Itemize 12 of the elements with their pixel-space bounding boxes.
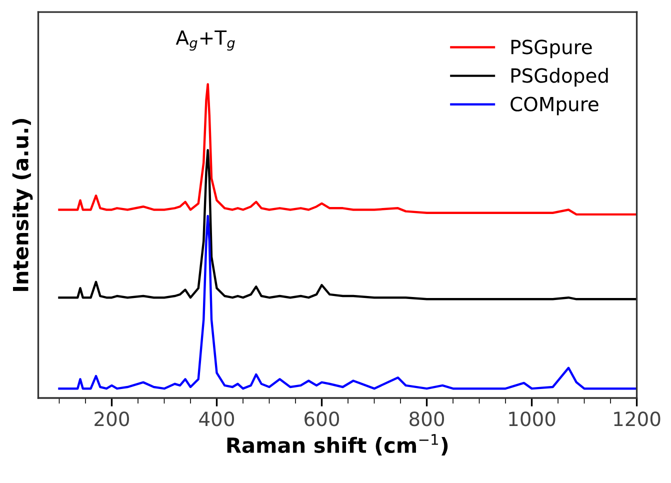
x-tick-label: 200	[94, 412, 130, 426]
legend-label: PSGpure	[511, 40, 592, 58]
x-axis-title: Raman shift (cm$^{−1}$)	[227, 434, 448, 456]
legend-label: PSGdoped	[511, 68, 608, 87]
y-axis-title: Intensity (a.u.)	[12, 119, 33, 291]
x-tick-label: 800	[410, 412, 444, 426]
text: A$_{g}$+T$_{g}$	[176, 30, 235, 51]
legend-label: COMpure	[510, 96, 598, 116]
x-tick-label: 1000	[509, 412, 556, 426]
x-tick-label: 400	[199, 412, 234, 426]
x-tick-label: 1200	[614, 412, 660, 426]
x-tick-label: 600	[304, 412, 340, 426]
